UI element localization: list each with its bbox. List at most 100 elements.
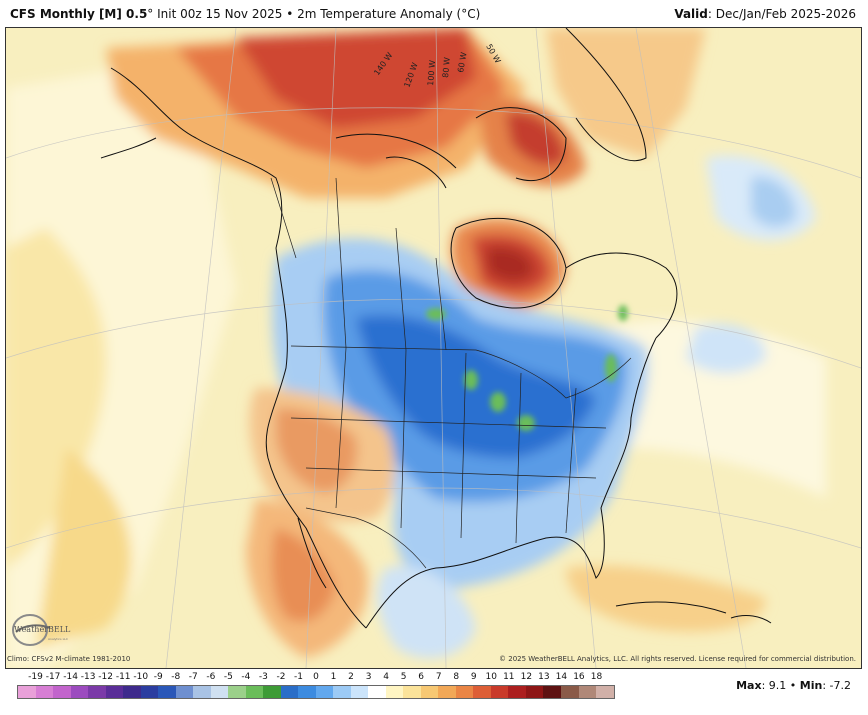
colorbar-cell — [140, 686, 159, 698]
colorbar-label: 10 — [485, 672, 498, 682]
colorbar-label: 16 — [573, 672, 585, 682]
colorbar-label: 8 — [453, 672, 460, 682]
colorbar-label: -6 — [206, 672, 216, 682]
colorbar-label: -11 — [115, 672, 131, 682]
lon-label-100w: 100 W — [426, 60, 437, 86]
colorbar-cell — [105, 686, 124, 698]
chart-header: CFS Monthly [M] 0.5° Init 00z 15 Nov 202… — [0, 0, 868, 28]
init-time: Init 00z 15 Nov 2025 — [157, 7, 283, 21]
colorbar-label: -4 — [241, 672, 251, 682]
colorbar-cell — [385, 686, 404, 698]
colorbar-cell — [455, 686, 474, 698]
valid-period: Valid: Dec/Jan/Feb 2025-2026 — [674, 7, 856, 21]
colorbar-label: -1 — [293, 672, 303, 682]
colorbar-label: -9 — [153, 672, 163, 682]
colorbar-label: 13 — [538, 672, 550, 682]
colorbar-cell — [88, 686, 106, 698]
colorbar-cell — [263, 686, 281, 698]
colorbar-cell — [368, 686, 386, 698]
colorbar-label: -5 — [223, 672, 233, 682]
colorbar-cell — [508, 686, 526, 698]
logo-graphic: WeatherBELL Analytics LLC — [12, 614, 71, 646]
colorbar-label: 1 — [330, 672, 337, 682]
colorbar-label: 5 — [400, 672, 407, 682]
colorbar-cell — [438, 686, 456, 698]
green-anomaly-patches — [426, 305, 628, 431]
colorbar-label: -7 — [188, 672, 198, 682]
lon-label-80w: 80 W — [441, 57, 452, 78]
colorbar-cell — [175, 686, 194, 698]
political-borders — [270, 177, 632, 569]
colorbar-cell — [245, 686, 264, 698]
colorbar-label: -17 — [45, 672, 61, 682]
colorbar-label: 2 — [348, 672, 354, 682]
colorbar-cell — [490, 686, 509, 698]
graticule — [6, 28, 861, 668]
colorbar-cell — [18, 686, 36, 698]
map-title: CFS Monthly [M] 0.5° Init 00z 15 Nov 202… — [10, 7, 480, 21]
colorbar-cell — [560, 686, 579, 698]
colorbar-label: 14 — [555, 672, 568, 682]
colorbar-cell — [123, 686, 141, 698]
colorbar-cell — [158, 686, 176, 698]
colorbar-label: 0 — [313, 672, 319, 682]
colorbar-scale — [17, 685, 615, 699]
lon-label-60w: 60 W — [456, 51, 468, 73]
colorbar-legend: -19 -17 -14 -13 -12 -11 -10 -9 -8 -7 -6 -5 -4 -3 -2 -1 0… — [17, 672, 617, 704]
colorbar-label: -8 — [171, 672, 181, 682]
colorbar-label: -3 — [258, 672, 268, 682]
colorbar-label: -12 — [98, 672, 113, 682]
colorbar-cell — [298, 686, 316, 698]
colorbar-cell — [315, 686, 334, 698]
max-value: : 9.1 — [761, 679, 787, 692]
colorbar-cell — [350, 686, 369, 698]
coastlines — [100, 28, 772, 629]
model-name: CFS Monthly [M] 0.5 — [10, 7, 148, 21]
colorbar-labels: -19 -17 -14 -13 -12 -11 -10 -9 -8 -7 -6 -5 -4 -3 -2 -1 0… — [17, 672, 617, 684]
copyright-note: © 2025 WeatherBELL Analytics, LLC. All r… — [499, 655, 856, 663]
colorbar-cell — [210, 686, 229, 698]
colorbar-label: -10 — [133, 672, 149, 682]
colorbar-cell — [525, 686, 544, 698]
logo-subtext: Analytics LLC — [48, 637, 68, 641]
colorbar-label: -2 — [276, 672, 286, 682]
min-value: : -7.2 — [822, 679, 851, 692]
colorbar-cell — [543, 686, 561, 698]
colorbar-cell — [280, 686, 299, 698]
colorbar-cell — [473, 686, 491, 698]
stats-separator: • — [789, 679, 797, 692]
colorbar-cell — [333, 686, 351, 698]
colorbar-cell — [70, 686, 89, 698]
colorbar-cell — [228, 686, 246, 698]
colorbar-label: 7 — [435, 672, 442, 682]
colorbar-cell — [578, 686, 597, 698]
anomaly-map: 140 W 120 W 100 W 80 W 60 W 50 W — [5, 27, 862, 669]
colorbar-cell — [53, 686, 71, 698]
weatherbell-logo: WeatherBELL Analytics LLC — [10, 612, 80, 648]
colorbar-label: 18 — [590, 672, 603, 682]
colorbar-label: 6 — [418, 672, 425, 682]
max-label: Max — [736, 679, 762, 692]
max-min-stats: Max: 9.1 • Min: -7.2 — [736, 679, 851, 692]
colorbar-cell — [420, 686, 439, 698]
colorbar-label: -19 — [28, 672, 43, 682]
degree-sign: ° — [147, 7, 154, 21]
colorbar-cell — [193, 686, 211, 698]
min-label: Min — [799, 679, 823, 692]
colorbar-label: 11 — [503, 672, 515, 682]
title-separator: • — [286, 7, 294, 21]
colorbar-label: 4 — [383, 672, 389, 682]
logo-text: WeatherBELL — [14, 625, 71, 634]
valid-label: Valid — [674, 7, 708, 21]
colorbar-cell — [35, 686, 54, 698]
colorbar-label: -13 — [80, 672, 96, 682]
colorbar-cell — [403, 686, 421, 698]
colorbar-cell — [596, 686, 614, 698]
climo-note: Climo: CFSv2 M-climate 1981-2010 — [7, 655, 131, 663]
colorbar-label: -14 — [63, 672, 78, 682]
field-name: 2m Temperature Anomaly (°C) — [297, 7, 481, 21]
valid-value: : Dec/Jan/Feb 2025-2026 — [707, 7, 856, 21]
colorbar-label: 12 — [520, 672, 533, 682]
colorbar-label: 3 — [365, 672, 372, 682]
colorbar-label: 9 — [470, 672, 477, 682]
